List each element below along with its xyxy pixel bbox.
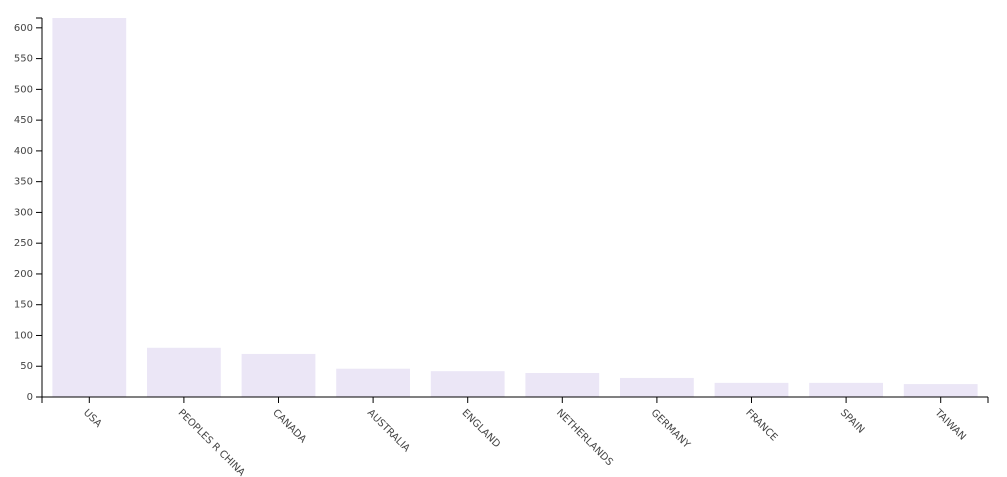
bar	[809, 382, 883, 397]
y-tick-label: 550	[14, 54, 33, 65]
y-tick-label: 400	[14, 146, 33, 157]
x-tick-label: TAIWAN	[932, 407, 968, 443]
y-tick-label: 150	[14, 300, 33, 311]
bar	[52, 18, 127, 397]
x-tick-label: USA	[81, 407, 104, 430]
bar	[241, 353, 316, 397]
y-tick-label: 200	[14, 269, 33, 280]
bar	[430, 371, 505, 397]
y-tick-label: 600	[14, 23, 33, 34]
x-tick-label: NETHERLANDS	[554, 407, 615, 468]
y-tick-label: 500	[14, 84, 33, 95]
bar	[714, 382, 789, 397]
y-tick-label: 450	[14, 115, 33, 126]
y-tick-label: 100	[14, 330, 33, 341]
bar	[903, 384, 978, 397]
y-tick-label: 350	[14, 177, 33, 188]
y-tick-label: 50	[20, 361, 33, 372]
x-tick-label: SPAIN	[838, 407, 866, 435]
x-tick-label: GERMANY	[649, 407, 693, 451]
x-tick-label: ENGLAND	[459, 407, 502, 450]
bar	[336, 368, 410, 397]
x-tick-label: CANADA	[270, 407, 308, 445]
x-tick-label: AUSTRALIA	[365, 407, 412, 454]
y-tick-label: 300	[14, 207, 33, 218]
bar	[525, 373, 600, 397]
x-tick-label: PEOPLES R CHINA	[176, 407, 247, 477]
y-tick-label: 0	[27, 392, 33, 403]
x-tick-label: FRANCE	[743, 407, 779, 443]
bar	[620, 377, 694, 397]
bar	[147, 347, 221, 397]
y-tick-label: 250	[14, 238, 33, 249]
